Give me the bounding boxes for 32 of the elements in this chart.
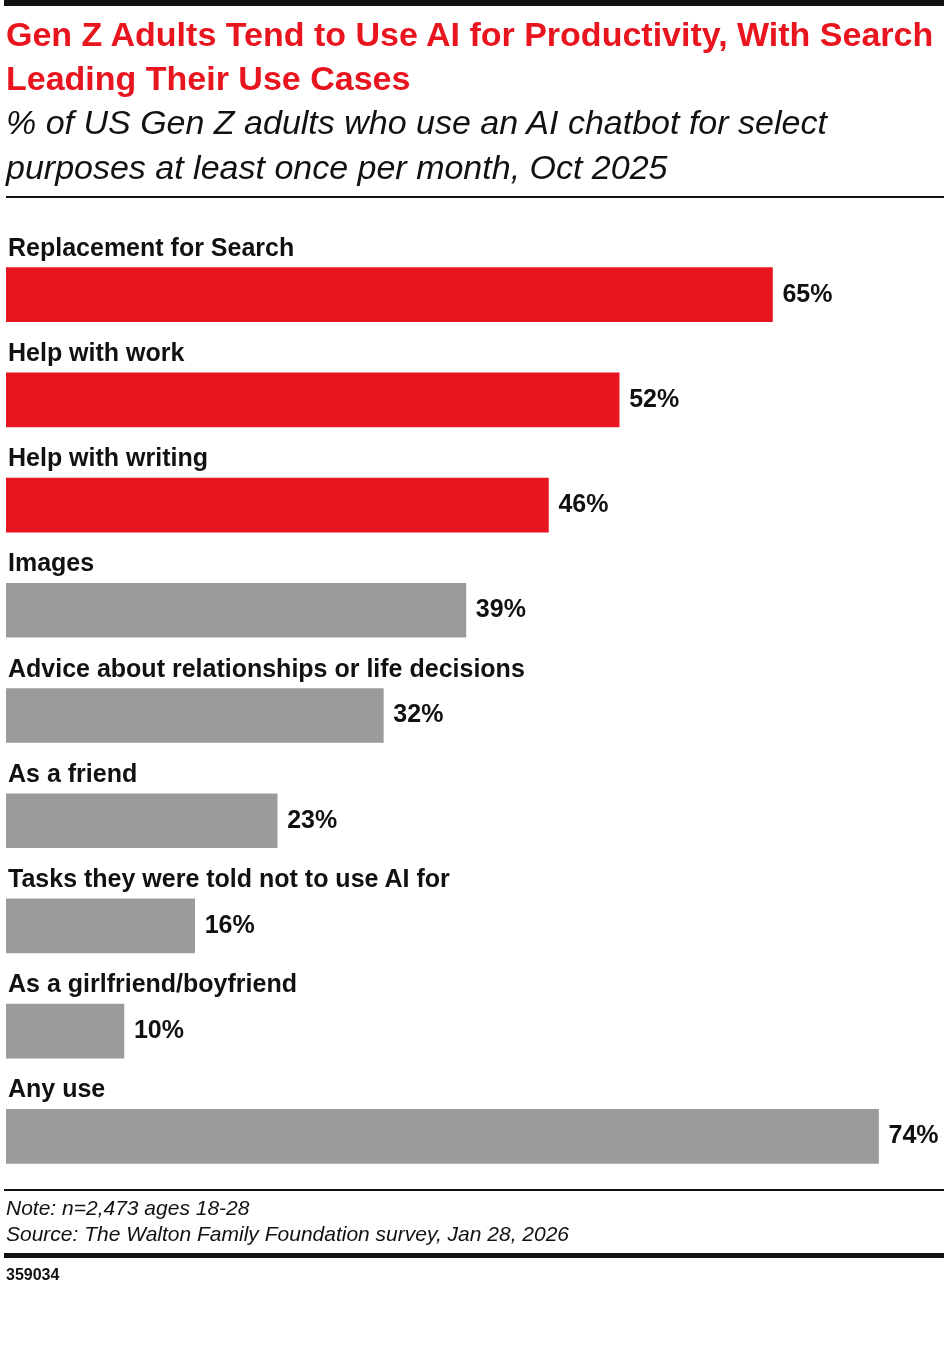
y-tick-label: Advice about relationships or life decisions — [8, 653, 525, 682]
data-label: 32% — [393, 699, 444, 728]
bar — [6, 372, 620, 428]
bar — [6, 267, 773, 322]
chart-subtitle: % of US Gen Z adults who use an AI chatbot for select purposes at least once per month, Oct 2025 — [6, 100, 944, 198]
y-tick-label: Help with writing — [8, 443, 208, 472]
y-tick-label: As a girlfriend/boyfriend — [8, 969, 297, 998]
y-tick-label: As a friend — [8, 758, 138, 787]
data-label: 23% — [287, 804, 338, 833]
data-label: 74% — [888, 1120, 939, 1149]
y-tick-label: Tasks they were told not to use AI for — [8, 863, 451, 892]
data-label: 65% — [782, 278, 833, 307]
text: Note: n=2,473 ages 18-28 — [6, 1195, 251, 1221]
data-label: 16% — [204, 909, 255, 938]
y-tick-label: Images — [8, 548, 95, 577]
bar — [6, 688, 384, 743]
bar — [6, 1109, 879, 1164]
text: 359034 — [5, 1265, 61, 1285]
bar — [6, 582, 467, 638]
bar — [6, 793, 278, 849]
data-label: 39% — [475, 594, 526, 623]
data-label: 46% — [558, 488, 609, 517]
data-label: 10% — [133, 1015, 184, 1044]
y-tick-label: Help with work — [8, 337, 185, 366]
y-tick-label: Replacement for Search — [8, 232, 295, 261]
bar — [6, 477, 549, 533]
data-label: 52% — [629, 383, 680, 412]
y-tick-label: Any use — [8, 1074, 106, 1103]
source-note: Source: The Walton Family Foundation survey, Jan 28, 2026 — [6, 1221, 571, 1247]
bar — [6, 898, 195, 954]
bar — [6, 1003, 125, 1059]
chart-title: Gen Z Adults Tend to Use AI for Productivity, With Search Leading Their Use Cases — [6, 14, 935, 99]
